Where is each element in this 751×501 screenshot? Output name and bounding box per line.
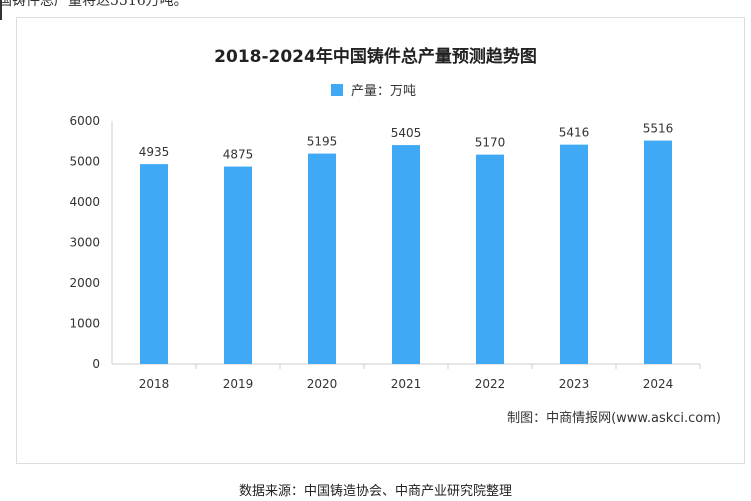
bar <box>224 166 252 364</box>
bar <box>476 154 504 364</box>
x-tick-label: 2023 <box>559 377 590 391</box>
left-border <box>0 0 2 20</box>
y-tick-label: 5000 <box>69 155 100 169</box>
data-label: 5195 <box>307 135 338 149</box>
x-tick-label: 2020 <box>307 377 338 391</box>
x-tick-label: 2024 <box>643 377 674 391</box>
y-tick-label: 3000 <box>69 236 100 250</box>
data-label: 4875 <box>223 148 254 162</box>
legend: 产量：万吨 <box>331 80 416 99</box>
data-label: 5516 <box>643 122 674 136</box>
x-tick-label: 2021 <box>391 377 422 391</box>
data-source: 数据来源：中国铸造协会、中商产业研究院整理 <box>238 484 512 499</box>
y-tick-label: 0 <box>92 357 100 371</box>
x-tick-label: 2022 <box>475 377 506 391</box>
y-tick-label: 4000 <box>69 195 100 209</box>
legend-label: 产量：万吨 <box>351 84 417 99</box>
x-tick-label: 2019 <box>223 377 254 391</box>
y-tick-label: 1000 <box>69 317 100 331</box>
data-label: 5405 <box>391 126 422 140</box>
bar <box>308 153 336 364</box>
data-label: 5416 <box>559 126 590 140</box>
bar <box>644 140 672 364</box>
bar <box>392 145 420 364</box>
bar <box>560 144 588 364</box>
y-tick-label: 6000 <box>69 114 100 128</box>
chart-frame <box>16 17 745 464</box>
chart-credit: 制图：中商情报网(www.askci.com) <box>507 411 721 426</box>
lead-text: 国铸件总产量将达5516万吨。 <box>0 0 188 9</box>
legend-swatch <box>331 83 343 96</box>
y-tick-label: 2000 <box>69 276 100 290</box>
bar <box>140 164 168 364</box>
data-label: 5170 <box>475 136 506 150</box>
chart-title: 2018-2024年中国铸件总产量预测趋势图 <box>214 47 537 67</box>
x-tick-label: 2018 <box>139 377 170 391</box>
data-label: 4935 <box>139 145 170 159</box>
